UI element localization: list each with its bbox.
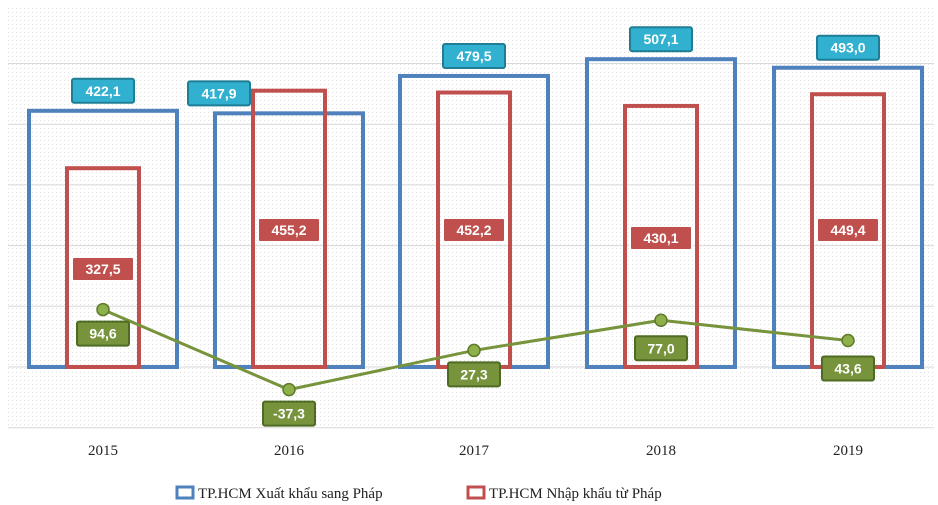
balance-point-2015 [96, 302, 110, 317]
value-labels: 422,1 417,9 479,5 507,1 493,0 327,5 455,2 452,2… [71, 26, 880, 427]
x-tick-2017: 2017 [459, 443, 490, 459]
import-label-2018: 430,1 [629, 225, 693, 251]
balance-label-2019: 43,6 [821, 355, 875, 382]
export-label-2015-text: 422,1 [85, 83, 120, 99]
import-label-2019: 449,4 [816, 217, 880, 243]
export-label-2016-text: 417,9 [201, 85, 236, 101]
x-tick-2019: 2019 [833, 443, 863, 459]
export-label-2016: 417,9 [187, 80, 251, 107]
balance-label-2018: 77,0 [634, 335, 688, 362]
import-bar-2016 [251, 88, 327, 369]
balance-label-2017-box [447, 361, 501, 388]
import-label-2016-box [257, 217, 321, 243]
x-axis-tick-labels: 2015 2016 2017 2018 2019 [88, 443, 863, 459]
export-label-2016-box [187, 80, 251, 107]
export-label-2019: 493,0 [816, 34, 880, 61]
x-tick-2018: 2018 [646, 443, 676, 459]
balance-label-2016: -37,3 [262, 400, 316, 427]
export-label-2019-text: 493,0 [830, 40, 865, 56]
export-label-2015: 422,1 [71, 77, 135, 104]
balance-label-2015-box [76, 320, 130, 347]
import-bar-2018 [623, 103, 699, 370]
export-label-2018-box [629, 26, 693, 53]
balance-label-2019-box [821, 355, 875, 382]
import-label-2015-text: 327,5 [85, 261, 120, 277]
import-label-2017-box [442, 217, 506, 243]
x-tick-2015: 2015 [88, 443, 118, 459]
balance-line [96, 302, 855, 397]
balance-label-2015-text: 94,6 [89, 326, 116, 342]
export-label-2017: 479,5 [442, 42, 506, 69]
balance-label-2017-text: 27,3 [460, 366, 487, 382]
import-label-2017: 452,2 [442, 217, 506, 243]
export-label-2017-box [442, 42, 506, 69]
export-label-2018-text: 507,1 [643, 31, 678, 47]
balance-point-2019 [841, 333, 855, 348]
legend-label-export: TP.HCM Xuất khẩu sang Pháp [198, 486, 383, 502]
balance-label-2016-box [262, 400, 316, 427]
legend-label-import: TP.HCM Nhập khẩu từ Pháp [489, 486, 662, 502]
import-label-2018-box [629, 225, 693, 251]
balance-label-2019-text: 43,6 [834, 361, 861, 377]
export-label-2018: 507,1 [629, 26, 693, 53]
export-label-2019-box [816, 34, 880, 61]
balance-point-2018 [654, 313, 668, 328]
import-label-2016: 455,2 [257, 217, 321, 243]
import-label-2015-box [71, 256, 135, 282]
import-label-2017-text: 452,2 [456, 222, 491, 238]
balance-label-2016-text: -37,3 [273, 406, 305, 422]
export-label-2015-box [71, 77, 135, 104]
import-label-2015: 327,5 [71, 256, 135, 282]
import-bar-2015 [65, 166, 141, 369]
balance-label-2018-text: 77,0 [647, 340, 674, 356]
export-label-2017-text: 479,5 [456, 48, 491, 64]
balance-point-2016 [282, 382, 296, 397]
legend-swatch-export [175, 485, 195, 500]
balance-label-2015: 94,6 [76, 320, 130, 347]
balance-point-2017 [467, 343, 481, 358]
import-label-2016-text: 455,2 [271, 222, 306, 238]
balance-label-2018-box [634, 335, 688, 362]
x-tick-2016: 2016 [274, 443, 305, 459]
legend: TP.HCM Xuất khẩu sang Pháp TP.HCM Nhập k… [175, 485, 662, 502]
import-label-2019-box [816, 217, 880, 243]
balance-label-2017: 27,3 [447, 361, 501, 388]
import-label-2019-text: 449,4 [830, 222, 865, 238]
import-label-2018-text: 430,1 [643, 230, 678, 246]
legend-swatch-import [466, 485, 486, 500]
